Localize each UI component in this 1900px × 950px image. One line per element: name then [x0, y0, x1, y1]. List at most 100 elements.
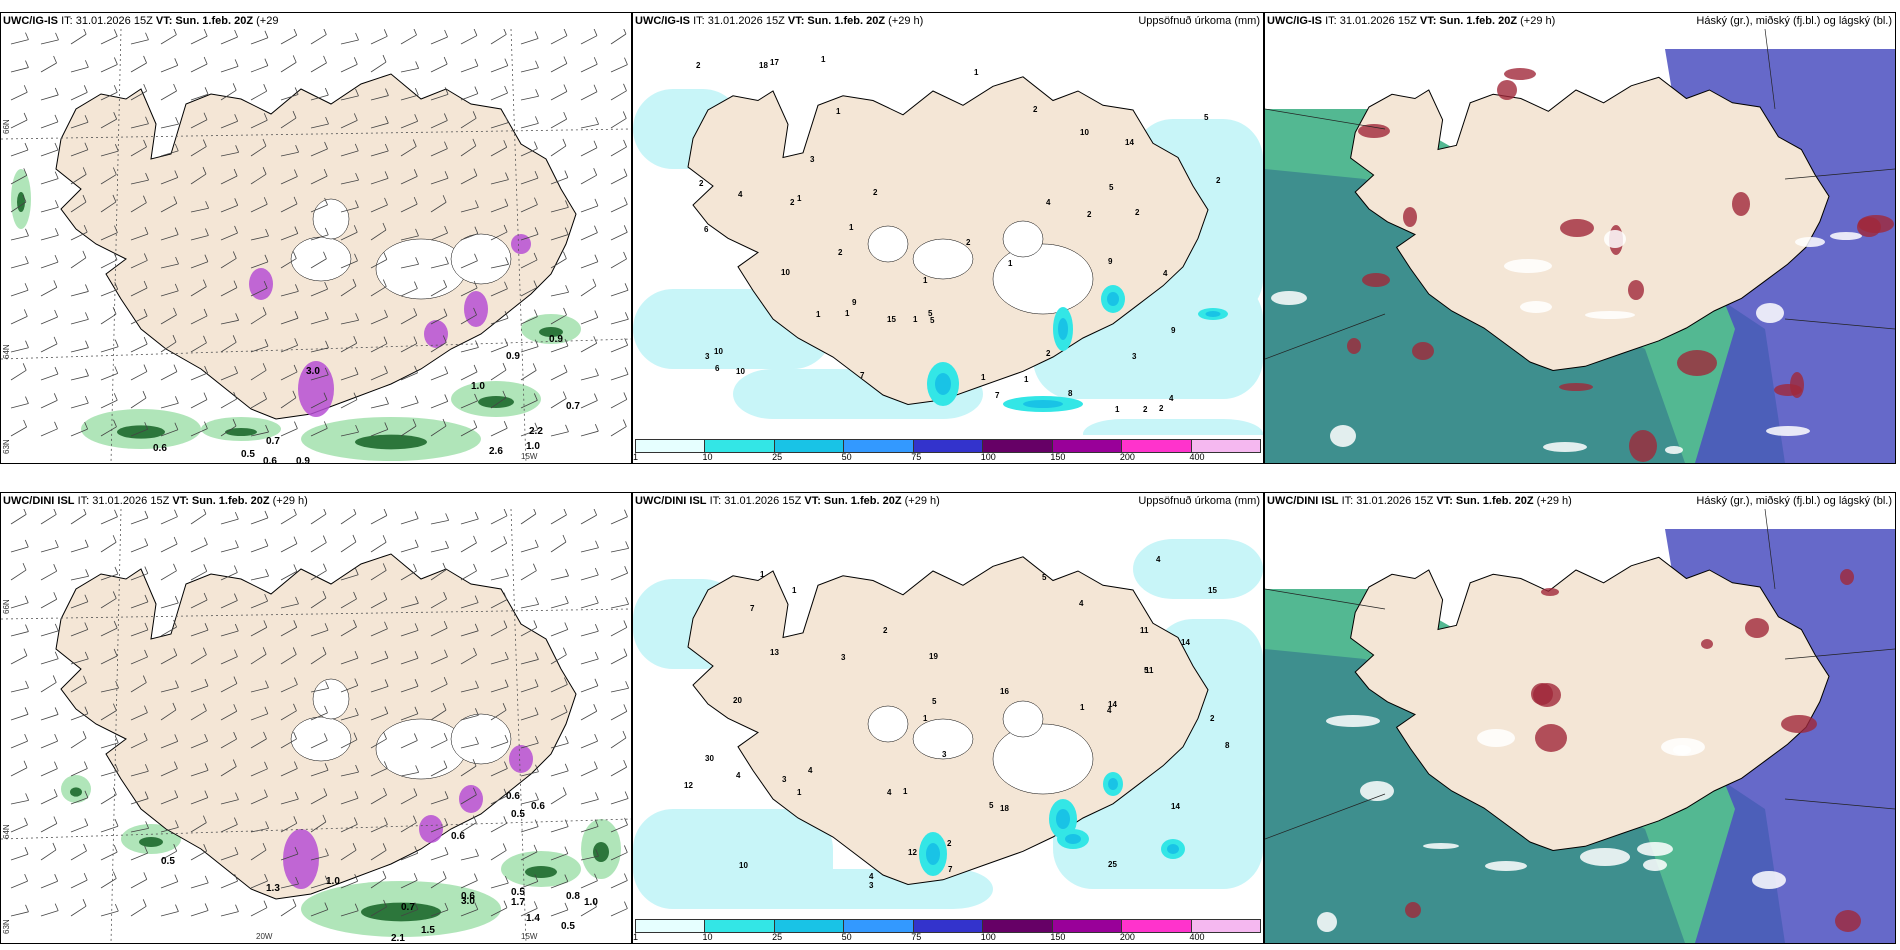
wind-speed-label: 0.9: [506, 351, 520, 362]
precip-amount-label: 3: [705, 352, 710, 361]
iceland-landmass: [1350, 556, 1830, 852]
precip-amount-label: 1: [816, 310, 821, 319]
precip-amount-label: 2: [873, 188, 878, 197]
wind-speed-label: 0.7: [566, 401, 580, 412]
latitude-label: 63N: [2, 439, 11, 454]
init-time: IT: 31.01.2026 15Z: [61, 15, 153, 27]
wind-speed-core: [70, 787, 82, 797]
legend-swatch: [1122, 440, 1192, 452]
clear-gap: [1673, 745, 1691, 755]
legend-tick-label: 200: [1119, 452, 1135, 462]
legend-swatch: [913, 440, 984, 452]
glacier: [912, 238, 974, 280]
glacier: [312, 678, 350, 720]
high-cloud-patch: [1840, 569, 1854, 585]
cloud-map: [1265, 509, 1895, 943]
precip-amount-label: 4: [1046, 198, 1051, 207]
wind-speed-label: 0.9: [549, 334, 563, 345]
precip-hatch: [424, 320, 448, 348]
high-cloud-patch: [1405, 902, 1421, 918]
light-precip-area: [1133, 539, 1263, 599]
init-time: IT: 31.01.2026 15Z: [693, 15, 785, 27]
precip-amount-label: 4: [808, 766, 813, 775]
precip-amount-label: 1: [797, 788, 802, 797]
precip-amount-label: 2: [1143, 405, 1148, 414]
valid-time: VT: Sun. 1.feb. 20Z: [172, 495, 270, 507]
panel-subtitle: Uppsöfnuð úrkoma (mm): [1138, 15, 1260, 27]
legend-cells: [635, 439, 1261, 453]
wind-map: 0.51.31.00.60.60.60.50.80.51.00.73.0 1.71…: [1, 509, 631, 943]
legend-tick-label: 150: [1050, 452, 1066, 462]
clear-gap: [1330, 425, 1356, 447]
init-time: IT: 31.01.2026 15Z: [1341, 495, 1434, 507]
precip-amount-label: 2: [1046, 349, 1051, 358]
heavy-precip-area: [1065, 834, 1081, 844]
precip-amount-label: 1: [849, 223, 854, 232]
wind-speed-label: 3.0: [461, 896, 475, 907]
precip-amount-label: 7: [995, 391, 1000, 400]
precip-amount-label: 10: [714, 347, 723, 356]
precip-amount-label: 2: [1159, 404, 1164, 413]
precip-amount-label: 13: [770, 648, 779, 657]
longitude-label: 20W: [256, 932, 273, 941]
high-cloud-patch: [1745, 618, 1769, 638]
high-cloud-patch: [1403, 207, 1417, 227]
clear-gap: [1637, 842, 1673, 856]
precip-amount-label: 3: [942, 750, 947, 759]
clear-gap: [1477, 729, 1515, 747]
model-name: UWC/DINI ISL: [635, 495, 707, 507]
glacier: [450, 713, 512, 765]
legend-swatch: [1191, 440, 1260, 452]
wind-speed-label: 0.5: [161, 856, 175, 867]
legend-tick-label: 25: [772, 932, 783, 942]
legend-swatch: [844, 920, 914, 932]
high-cloud-patch: [1358, 124, 1390, 138]
boundary-lines: [1265, 509, 1895, 840]
clear-gap: [1643, 859, 1667, 871]
high-cloud-patch: [1701, 639, 1713, 649]
valid-time: VT: Sun. 1.feb. 20Z: [804, 495, 902, 507]
high-cloud-patch: [1732, 192, 1750, 216]
glacier: [992, 723, 1094, 795]
precip-amount-label: 15: [1208, 586, 1217, 595]
wind-panel-bottom: UWC/DINI ISL IT: 31.01.2026 15Z VT: Sun.…: [0, 492, 632, 944]
precip-amount-label: 14: [1125, 138, 1134, 147]
glacier: [992, 243, 1094, 315]
wind-speed-label: 0.7: [266, 436, 280, 447]
longitude-label: 15W: [521, 932, 538, 941]
clear-gap: [1604, 230, 1626, 248]
precip-amount-label: 4: [1079, 599, 1084, 608]
precip-amount-label: 1: [836, 107, 841, 116]
precip-amount-label: 2: [1210, 714, 1215, 723]
precip-amount-label: 9: [1108, 257, 1113, 266]
heavy-precip-area: [1167, 844, 1179, 854]
clear-gap: [1423, 843, 1459, 849]
heavy-precip-area: [1056, 809, 1070, 829]
precip-hatch: [283, 829, 319, 889]
clear-gap: [1543, 442, 1587, 452]
heavy-precip-area: [1108, 778, 1118, 790]
precip-amount-label: 1: [845, 309, 850, 318]
wind-speed-label: 1.7: [511, 897, 525, 908]
wind-speed-label: 0.6: [153, 443, 167, 454]
precip-amount-label: 16: [1000, 687, 1009, 696]
precip-amount-label: 5: [1204, 113, 1209, 122]
precip-amount-label: 6: [704, 225, 709, 234]
boundary-lines: [1265, 29, 1895, 360]
precip-amount-label: 12: [908, 848, 917, 857]
legend-swatch: [1052, 440, 1123, 452]
precip-hatch: [509, 745, 533, 773]
glacier: [375, 238, 467, 300]
init-time: IT: 31.01.2026 15Z: [709, 495, 802, 507]
panel-header: UWC/IG-IS IT: 31.01.2026 15Z VT: Sun. 1.…: [633, 13, 923, 29]
legend-tick-label: 400: [1189, 452, 1205, 462]
panel-header: UWC/IG-IS IT: 31.01.2026 15Z VT: Sun. 1.…: [1, 13, 278, 29]
wind-speed-core: [139, 837, 163, 847]
valid-time: VT: Sun. 1.feb. 20Z: [155, 15, 254, 27]
precip-amount-label: 2: [699, 179, 704, 188]
precip-amount-label: 4: [869, 872, 874, 881]
wind-speed-label: 0.8: [566, 891, 580, 902]
legend-swatch: [983, 920, 1053, 932]
precip-amount-label: 30: [705, 754, 714, 763]
wind-speed-label: 1.0: [471, 381, 485, 392]
